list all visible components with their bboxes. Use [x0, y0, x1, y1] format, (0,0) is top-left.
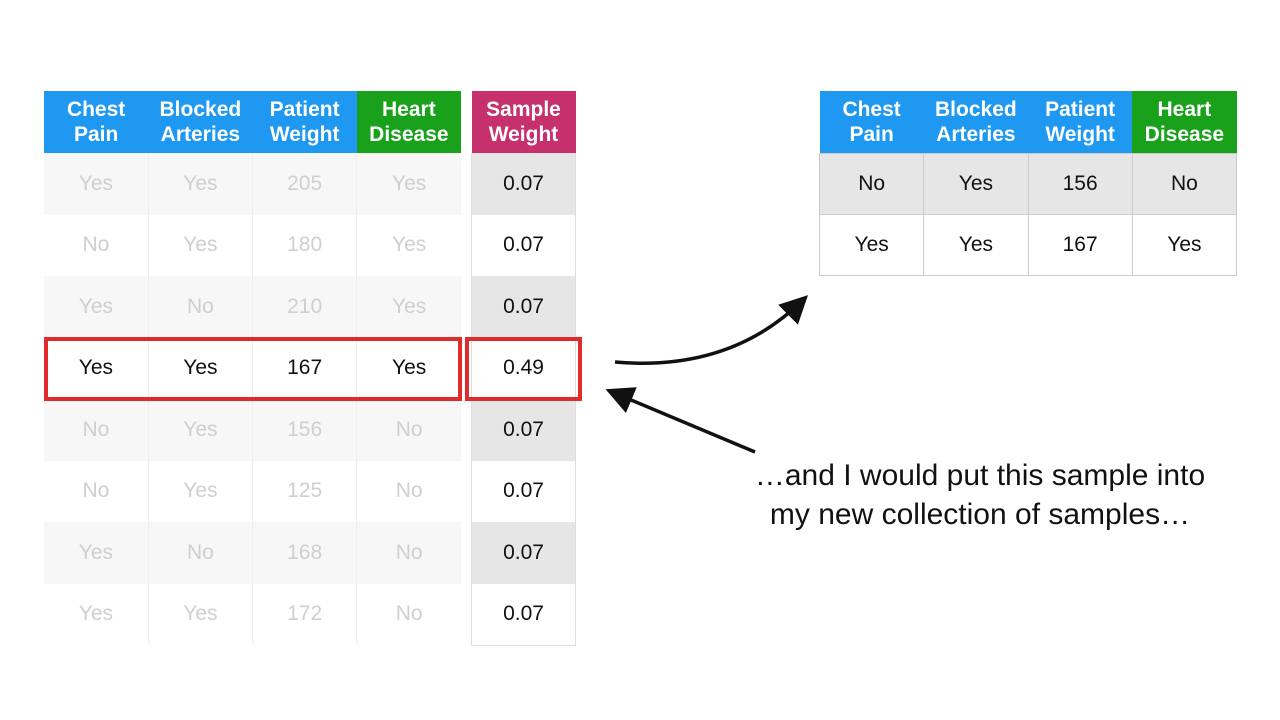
cell-chest-pain: Yes: [44, 522, 149, 584]
header-blocked-arteries: Blocked Arteries: [923, 91, 1028, 153]
cell-chest-pain: No: [44, 399, 149, 461]
cell-heart-disease: Yes: [356, 214, 461, 276]
highlighted-table-row: 0.49: [471, 337, 576, 399]
header-patient-weight: Patient Weight: [252, 91, 357, 153]
new-collection-table: Chest Pain Blocked Arteries Patient Weig…: [818, 91, 1238, 276]
original-samples-table: Chest Pain Blocked Arteries Patient Weig…: [44, 91, 461, 645]
table-row: No Yes 125 No: [44, 460, 461, 522]
table-row: 0.07: [471, 460, 576, 522]
cell-sample-weight: 0.07: [471, 214, 576, 276]
cell-sample-weight: 0.07: [471, 583, 576, 646]
header-sample-weight: Sample Weight: [471, 91, 576, 153]
header-patient-weight: Patient Weight: [1028, 91, 1133, 153]
header-chest-pain: Chest Pain: [819, 91, 924, 153]
cell-chest-pain: No: [818, 152, 925, 215]
table-row: 0.07: [471, 583, 576, 646]
highlighted-table-row: Yes Yes 167 Yes: [44, 337, 461, 399]
cell-blocked-arteries: Yes: [923, 152, 1029, 215]
cell-blocked-arteries: Yes: [148, 583, 254, 645]
cell-sample-weight: 0.49: [471, 337, 576, 399]
caption-text: …and I would put this sample into my new…: [754, 459, 1206, 531]
table-header-row: Chest Pain Blocked Arteries Patient Weig…: [819, 91, 1237, 153]
cell-chest-pain: No: [44, 214, 149, 276]
cell-heart-disease: Yes: [356, 276, 461, 338]
table-row: Yes Yes 205 Yes: [44, 153, 461, 215]
selected-weight-highlight: [465, 337, 582, 401]
sample-weight-table: Sample Weight 0.07 0.07 0.07 0.49 0.07 0…: [471, 91, 576, 646]
curved-arrow-to-new-table: [614, 295, 808, 365]
cell-blocked-arteries: Yes: [148, 337, 254, 399]
cell-blocked-arteries: Yes: [148, 214, 254, 276]
cell-patient-weight: 205: [252, 153, 358, 215]
cell-sample-weight: 0.07: [471, 276, 576, 338]
cell-patient-weight: 172: [252, 583, 358, 645]
header-chest-pain: Chest Pain: [44, 91, 149, 153]
table-header-row: Sample Weight: [471, 91, 576, 153]
cell-chest-pain: Yes: [44, 337, 149, 399]
cell-chest-pain: Yes: [44, 583, 149, 645]
table-row: 0.07: [471, 276, 576, 338]
selected-row-highlight: [44, 337, 462, 401]
arrow-to-selected-sample: [605, 387, 756, 454]
cell-blocked-arteries: No: [148, 522, 254, 584]
cell-sample-weight: 0.07: [471, 399, 576, 461]
cell-chest-pain: No: [44, 460, 149, 522]
cell-patient-weight: 180: [252, 214, 358, 276]
cell-heart-disease: Yes: [356, 153, 461, 215]
cell-chest-pain: Yes: [44, 276, 149, 338]
cell-blocked-arteries: Yes: [148, 399, 254, 461]
table-row: 0.07: [471, 399, 576, 461]
cell-patient-weight: 125: [252, 460, 358, 522]
cell-heart-disease: No: [356, 399, 461, 461]
cell-patient-weight: 156: [252, 399, 358, 461]
cell-blocked-arteries: Yes: [148, 153, 254, 215]
cell-blocked-arteries: Yes: [923, 213, 1029, 276]
header-blocked-arteries: Blocked Arteries: [148, 91, 253, 153]
cell-heart-disease: No: [356, 522, 461, 584]
header-heart-disease: Heart Disease: [356, 91, 461, 153]
cell-heart-disease: Yes: [356, 337, 461, 399]
header-heart-disease: Heart Disease: [1132, 91, 1237, 153]
table-row: No Yes 156 No: [818, 152, 1238, 215]
cell-sample-weight: 0.07: [471, 460, 576, 522]
table-row: Yes Yes 167 Yes: [818, 213, 1238, 276]
cell-chest-pain: Yes: [44, 153, 149, 215]
cell-heart-disease: No: [356, 583, 461, 645]
table-row: Yes Yes 172 No: [44, 583, 461, 645]
cell-patient-weight: 167: [252, 337, 358, 399]
cell-blocked-arteries: No: [148, 276, 254, 338]
cell-sample-weight: 0.07: [471, 522, 576, 584]
cell-patient-weight: 156: [1027, 152, 1133, 215]
table-row: No Yes 156 No: [44, 399, 461, 461]
cell-chest-pain: Yes: [818, 213, 925, 276]
table-row: No Yes 180 Yes: [44, 214, 461, 276]
cell-heart-disease: No: [356, 460, 461, 522]
table-header-row: Chest Pain Blocked Arteries Patient Weig…: [44, 91, 461, 153]
table-row: 0.07: [471, 522, 576, 584]
cell-patient-weight: 167: [1027, 213, 1133, 276]
cell-blocked-arteries: Yes: [148, 460, 254, 522]
table-row: 0.07: [471, 153, 576, 215]
cell-heart-disease: Yes: [1131, 213, 1238, 276]
cell-patient-weight: 168: [252, 522, 358, 584]
table-row: Yes No 168 No: [44, 522, 461, 584]
table-row: 0.07: [471, 214, 576, 276]
cell-sample-weight: 0.07: [471, 153, 576, 215]
table-row: Yes No 210 Yes: [44, 276, 461, 338]
cell-patient-weight: 210: [252, 276, 358, 338]
